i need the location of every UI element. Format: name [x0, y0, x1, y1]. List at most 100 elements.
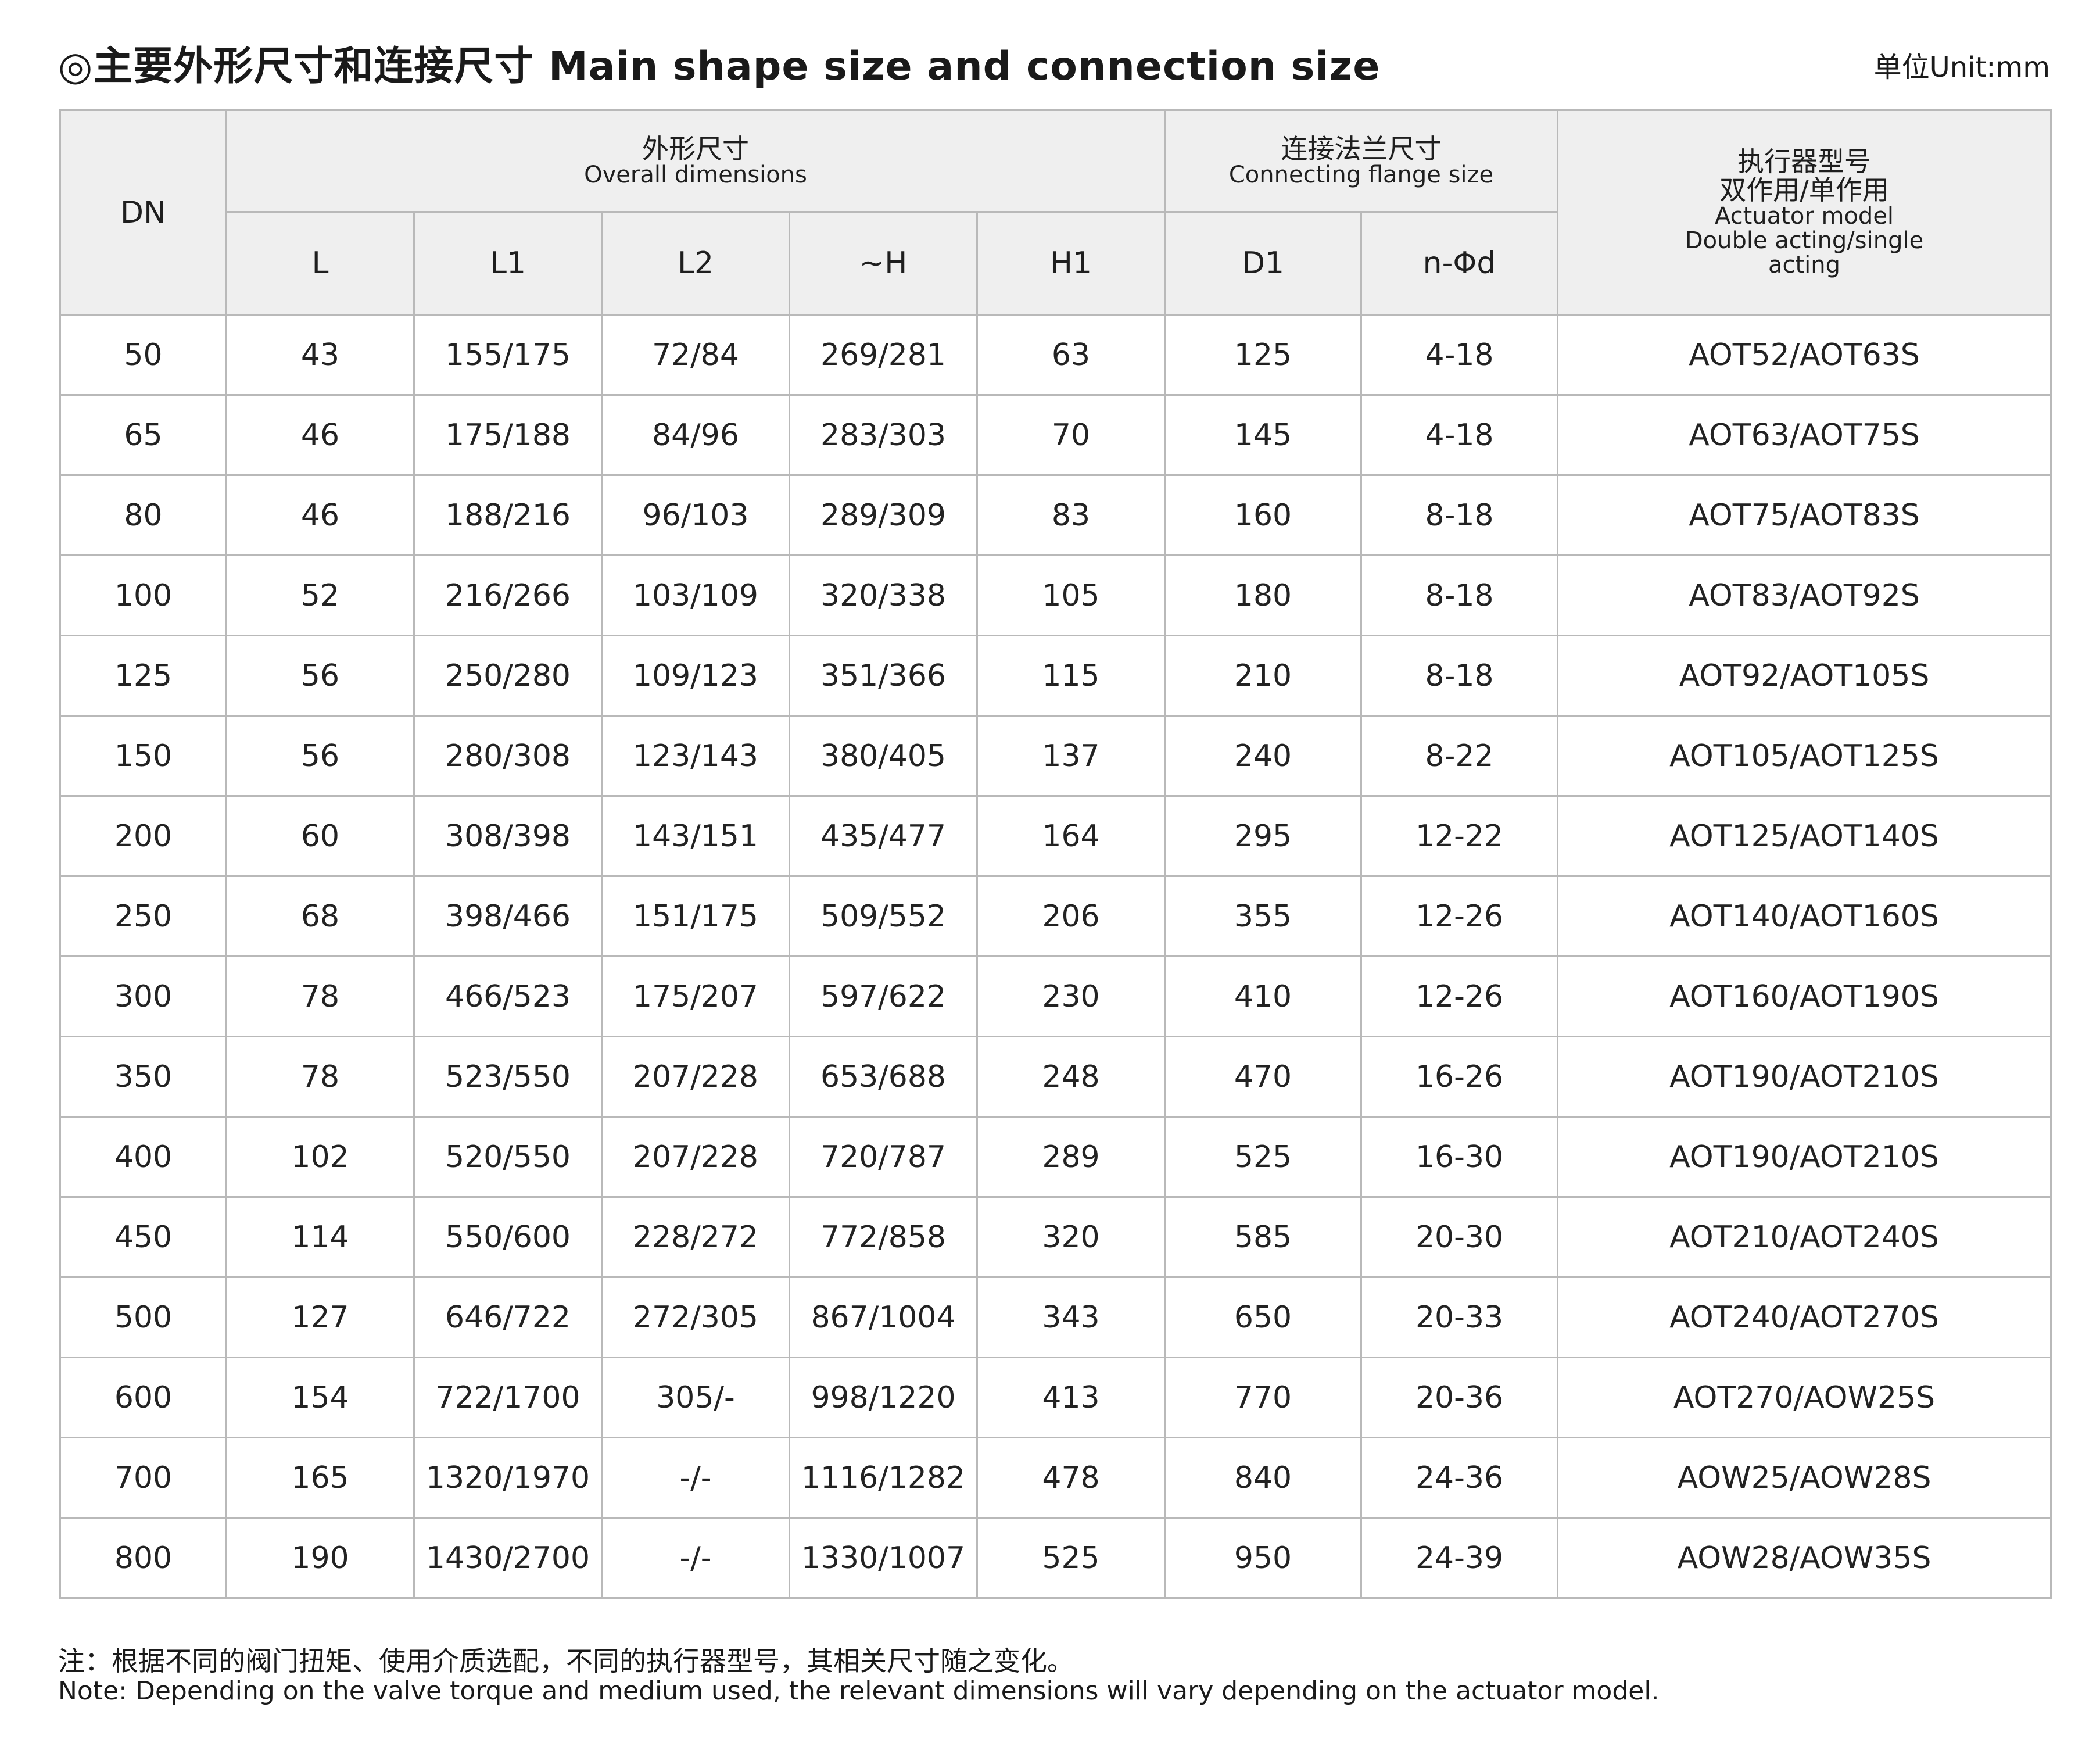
cell-h1: 83 — [976, 474, 1166, 556]
cell-l2: 151/175 — [601, 875, 790, 957]
cell-n-phi-d: 8-18 — [1360, 635, 1559, 717]
table-row: 600 154 722/1700 305/- 998/1220 413 770 20-36 AO… — [59, 1357, 2052, 1438]
cell-actuator-model: AOT210/AOT240S — [1557, 1196, 2052, 1278]
cell-l: 154 — [225, 1357, 415, 1438]
cell-n-phi-d: 4-18 — [1360, 314, 1559, 396]
cell-l1: 523/550 — [413, 1036, 603, 1118]
cell-h1: 248 — [976, 1036, 1166, 1118]
cell-l: 68 — [225, 875, 415, 957]
cell-h1: 206 — [976, 875, 1166, 957]
cell-actuator-model: AOT52/AOT63S — [1557, 314, 2052, 396]
header-col-h: ~H — [789, 211, 978, 316]
table-row: 250 68 398/466 151/175 509/552 206 355 12-26 AOT… — [59, 875, 2052, 957]
header-actuator-cn-2: 双作用/单作用 — [1719, 174, 1889, 206]
cell-h: 320/338 — [789, 554, 978, 636]
cell-n-phi-d: 8-18 — [1360, 474, 1559, 556]
cell-l1: 155/175 — [413, 314, 603, 396]
cell-dn: 125 — [59, 635, 227, 717]
cell-n-phi-d: 16-26 — [1360, 1036, 1559, 1118]
cell-h: 289/309 — [789, 474, 978, 556]
cell-h: 720/787 — [789, 1116, 978, 1198]
cell-h: 380/405 — [789, 715, 978, 797]
cell-l1: 280/308 — [413, 715, 603, 797]
header-overall-en: Overall dimensions — [584, 162, 807, 189]
cell-dn: 800 — [59, 1517, 227, 1599]
cell-d1: 145 — [1164, 394, 1362, 476]
cell-dn: 150 — [59, 715, 227, 797]
table-row: 400 102 520/550 207/228 720/787 289 525 16-30 AO… — [59, 1116, 2052, 1198]
cell-dn: 50 — [59, 314, 227, 396]
table-body: 50 43 155/175 72/84 269/281 63 125 4-18 AOT52/AO… — [59, 314, 2052, 1599]
cell-l2: 84/96 — [601, 394, 790, 476]
cell-h: 772/858 — [789, 1196, 978, 1278]
cell-h: 435/477 — [789, 795, 978, 877]
cell-l2: -/- — [601, 1517, 790, 1599]
cell-l1: 216/266 — [413, 554, 603, 636]
cell-l: 56 — [225, 635, 415, 717]
cell-l2: 272/305 — [601, 1276, 790, 1358]
cell-l: 114 — [225, 1196, 415, 1278]
cell-dn: 300 — [59, 955, 227, 1037]
cell-d1: 125 — [1164, 314, 1362, 396]
table-row: 350 78 523/550 207/228 653/688 248 470 16-26 AOT… — [59, 1036, 2052, 1118]
cell-h1: 320 — [976, 1196, 1166, 1278]
cell-h: 1116/1282 — [789, 1437, 978, 1519]
table-header: DN 外形尺寸 Overall dimensions 连接法兰尺寸 Connec… — [59, 109, 2052, 316]
header-col-l: L — [225, 211, 415, 316]
cell-l1: 466/523 — [413, 955, 603, 1037]
cell-d1: 410 — [1164, 955, 1362, 1037]
cell-dn: 65 — [59, 394, 227, 476]
cell-dn: 500 — [59, 1276, 227, 1358]
cell-actuator-model: AOT63/AOT75S — [1557, 394, 2052, 476]
cell-dn: 250 — [59, 875, 227, 957]
cell-h: 509/552 — [789, 875, 978, 957]
header-actuator-cn-1: 执行器型号 — [1737, 146, 1872, 178]
cell-h: 269/281 — [789, 314, 978, 396]
cell-actuator-model: AOT105/AOT125S — [1557, 715, 2052, 797]
cell-d1: 950 — [1164, 1517, 1362, 1599]
cell-l2: 96/103 — [601, 474, 790, 556]
cell-l2: 123/143 — [601, 715, 790, 797]
header-flange-cn: 连接法兰尺寸 — [1281, 133, 1442, 164]
table-row: 300 78 466/523 175/207 597/622 230 410 12-26 AOT… — [59, 955, 2052, 1037]
header-col-n-phi-d: n-Φd — [1360, 211, 1559, 316]
cell-h: 351/366 — [789, 635, 978, 717]
cell-h1: 343 — [976, 1276, 1166, 1358]
cell-dn: 200 — [59, 795, 227, 877]
table-row: 80 46 188/216 96/103 289/309 83 160 8-18 AOT75/A… — [59, 474, 2052, 556]
cell-n-phi-d: 24-36 — [1360, 1437, 1559, 1519]
cell-d1: 295 — [1164, 795, 1362, 877]
cell-actuator-model: AOT270/AOW25S — [1557, 1357, 2052, 1438]
cell-n-phi-d: 4-18 — [1360, 394, 1559, 476]
table-row: 500 127 646/722 272/305 867/1004 343 650 20-33 A… — [59, 1276, 2052, 1358]
header-col-l1: L1 — [413, 211, 603, 316]
cell-actuator-model: AOW28/AOW35S — [1557, 1517, 2052, 1599]
cell-l2: 207/228 — [601, 1116, 790, 1198]
header-overall-dimensions: 外形尺寸 Overall dimensions — [225, 109, 1166, 213]
cell-l: 52 — [225, 554, 415, 636]
note-english: Note: Depending on the valve torque and … — [58, 1676, 1660, 1706]
cell-n-phi-d: 8-22 — [1360, 715, 1559, 797]
cell-h1: 70 — [976, 394, 1166, 476]
cell-d1: 470 — [1164, 1036, 1362, 1118]
cell-dn: 450 — [59, 1196, 227, 1278]
cell-l: 78 — [225, 1036, 415, 1118]
cell-l1: 722/1700 — [413, 1357, 603, 1438]
cell-d1: 770 — [1164, 1357, 1362, 1438]
header-col-l2: L2 — [601, 211, 790, 316]
cell-dn: 350 — [59, 1036, 227, 1118]
table-row: 125 56 250/280 109/123 351/366 115 210 8-18 AOT9… — [59, 635, 2052, 717]
cell-l1: 308/398 — [413, 795, 603, 877]
table-row: 700 165 1320/1970 -/- 1116/1282 478 840 24-36 AO… — [59, 1437, 2052, 1519]
cell-l: 46 — [225, 474, 415, 556]
table-row: 50 43 155/175 72/84 269/281 63 125 4-18 AOT52/AO… — [59, 314, 2052, 396]
cell-n-phi-d: 12-22 — [1360, 795, 1559, 877]
header-actuator-en-1: Actuator model — [1714, 202, 1894, 230]
cell-d1: 160 — [1164, 474, 1362, 556]
cell-h1: 63 — [976, 314, 1166, 396]
table-row: 450 114 550/600 228/272 772/858 320 585 20-30 AO… — [59, 1196, 2052, 1278]
cell-dn: 600 — [59, 1357, 227, 1438]
cell-l: 43 — [225, 314, 415, 396]
cell-l: 46 — [225, 394, 415, 476]
cell-l2: 103/109 — [601, 554, 790, 636]
